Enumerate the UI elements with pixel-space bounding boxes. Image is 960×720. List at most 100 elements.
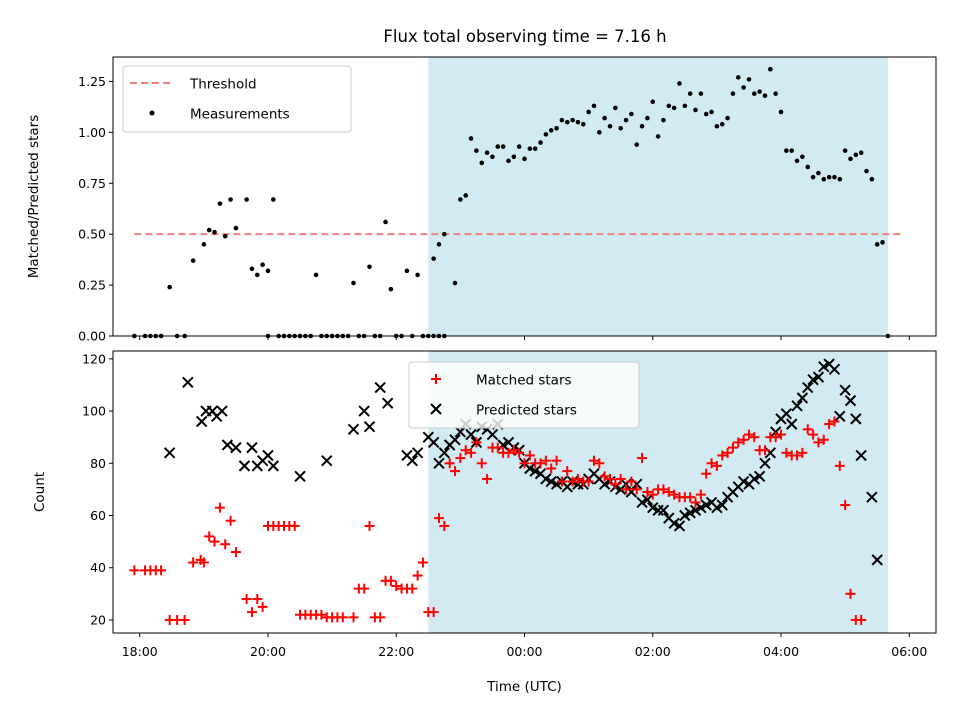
matched-stars-point [204,531,215,542]
matched-stars-point [225,515,236,526]
legend-predicted-swatch [430,403,442,415]
bottom-panel: 20 40 60 80 100 120 18:00 20:00 22:00 00:00 02:00… [32,350,937,695]
measurement-point [228,197,233,202]
x-stroke [823,358,835,370]
matched-stars-point [829,416,840,427]
matched-stars-point [738,434,749,445]
x-stroke [294,470,306,483]
x-stroke [262,449,274,462]
x-stroke [759,457,771,469]
x-stroke [221,439,234,451]
matched-stars-point [776,429,787,440]
predicted-stars-point [433,457,445,469]
measurement-point [714,123,720,129]
x-stroke [358,405,370,417]
measurement-point [543,132,549,137]
matched-stars-point [455,453,466,464]
observing-window-band [428,57,888,336]
measurement-point [548,128,554,133]
top-x-ticks [139,336,910,340]
measurement-point [586,109,591,115]
matched-stars-point [856,614,867,625]
matched-stars-point [701,468,712,479]
measurement-point [650,99,656,105]
x-axis-label: Time (UTC) [486,679,562,695]
matched-stars-point [364,520,375,531]
measurement-point [832,174,837,180]
matched-stars-point [156,565,167,576]
measurement-point [613,105,618,111]
measurement-point [602,115,607,121]
matched-stars-point [647,489,658,500]
bottom-legend-box [408,361,640,429]
measurement-point [709,109,714,115]
matched-stars-point [535,458,546,469]
predicted-stars-point [855,449,867,462]
measurement-point [853,152,859,158]
x-stroke [753,470,766,483]
measurement-point [805,164,811,170]
y-tick-label: 0.25 [78,278,106,293]
measurement-point [880,240,885,245]
matched-stars-point [556,476,567,487]
measurement-point [201,242,207,247]
matched-stars-point [316,609,327,620]
x-tick-label: 06:00 [891,644,927,659]
measurement-point [671,105,677,111]
y-tick-label: 0.75 [78,176,106,191]
x-stroke [465,428,477,441]
measurement-point [794,158,800,164]
matched-stars-point [492,442,503,453]
measurement-point [682,103,688,109]
matched-stars-point [471,437,482,448]
matched-stars-point [770,432,781,443]
predicted-stars-point [294,470,306,483]
matched-stars-point [476,458,487,469]
x-stroke [588,468,600,480]
matched-stars-point [792,450,803,461]
measurement-point [762,93,768,98]
measurement-point [591,103,597,109]
measurement-point [687,91,693,96]
x-stroke [374,381,386,394]
x-stroke [737,475,750,488]
measurement-point [842,148,848,153]
measurement-point [474,148,479,153]
measurement-point [522,156,527,162]
x-stroke [486,428,499,441]
matched-stars-point [289,520,300,531]
matched-stars-points [129,416,867,625]
predicted-stars-point [438,447,451,459]
matched-stars-point [733,437,744,448]
x-stroke [828,363,841,375]
legend-predicted-label: Predicted stars [476,403,577,419]
x-stroke [406,454,418,467]
predicted-stars-point [238,460,251,472]
x-stroke [545,475,557,488]
y-tick-label: 120 [82,351,106,366]
x-stroke [422,431,435,443]
measurement-point [468,136,474,141]
measurement-point [415,272,420,278]
matched-stars-point [610,479,621,490]
measurement-point [222,233,228,239]
bottom-legend: Matched stars Predicted stars [408,361,640,429]
measurement-point [260,262,265,268]
matched-stars-point [540,455,551,466]
matched-stars-point [460,445,471,456]
y-tick-label: 20 [90,612,106,627]
predicted-stars-point [828,363,841,375]
matched-stars-point [642,487,653,497]
x-stroke [780,407,793,420]
predicted-stars-point [374,381,386,394]
matched-stars-point [615,473,626,484]
measurement-point [741,85,746,90]
matched-stars-point [209,536,220,547]
matched-stars-point [359,583,370,594]
measurement-point [800,154,805,160]
measurement-point [645,115,650,121]
predicted-stars-point [427,436,440,449]
x-stroke [716,499,728,511]
matched-stars-point [594,458,605,469]
matched-stars-point [658,484,669,495]
